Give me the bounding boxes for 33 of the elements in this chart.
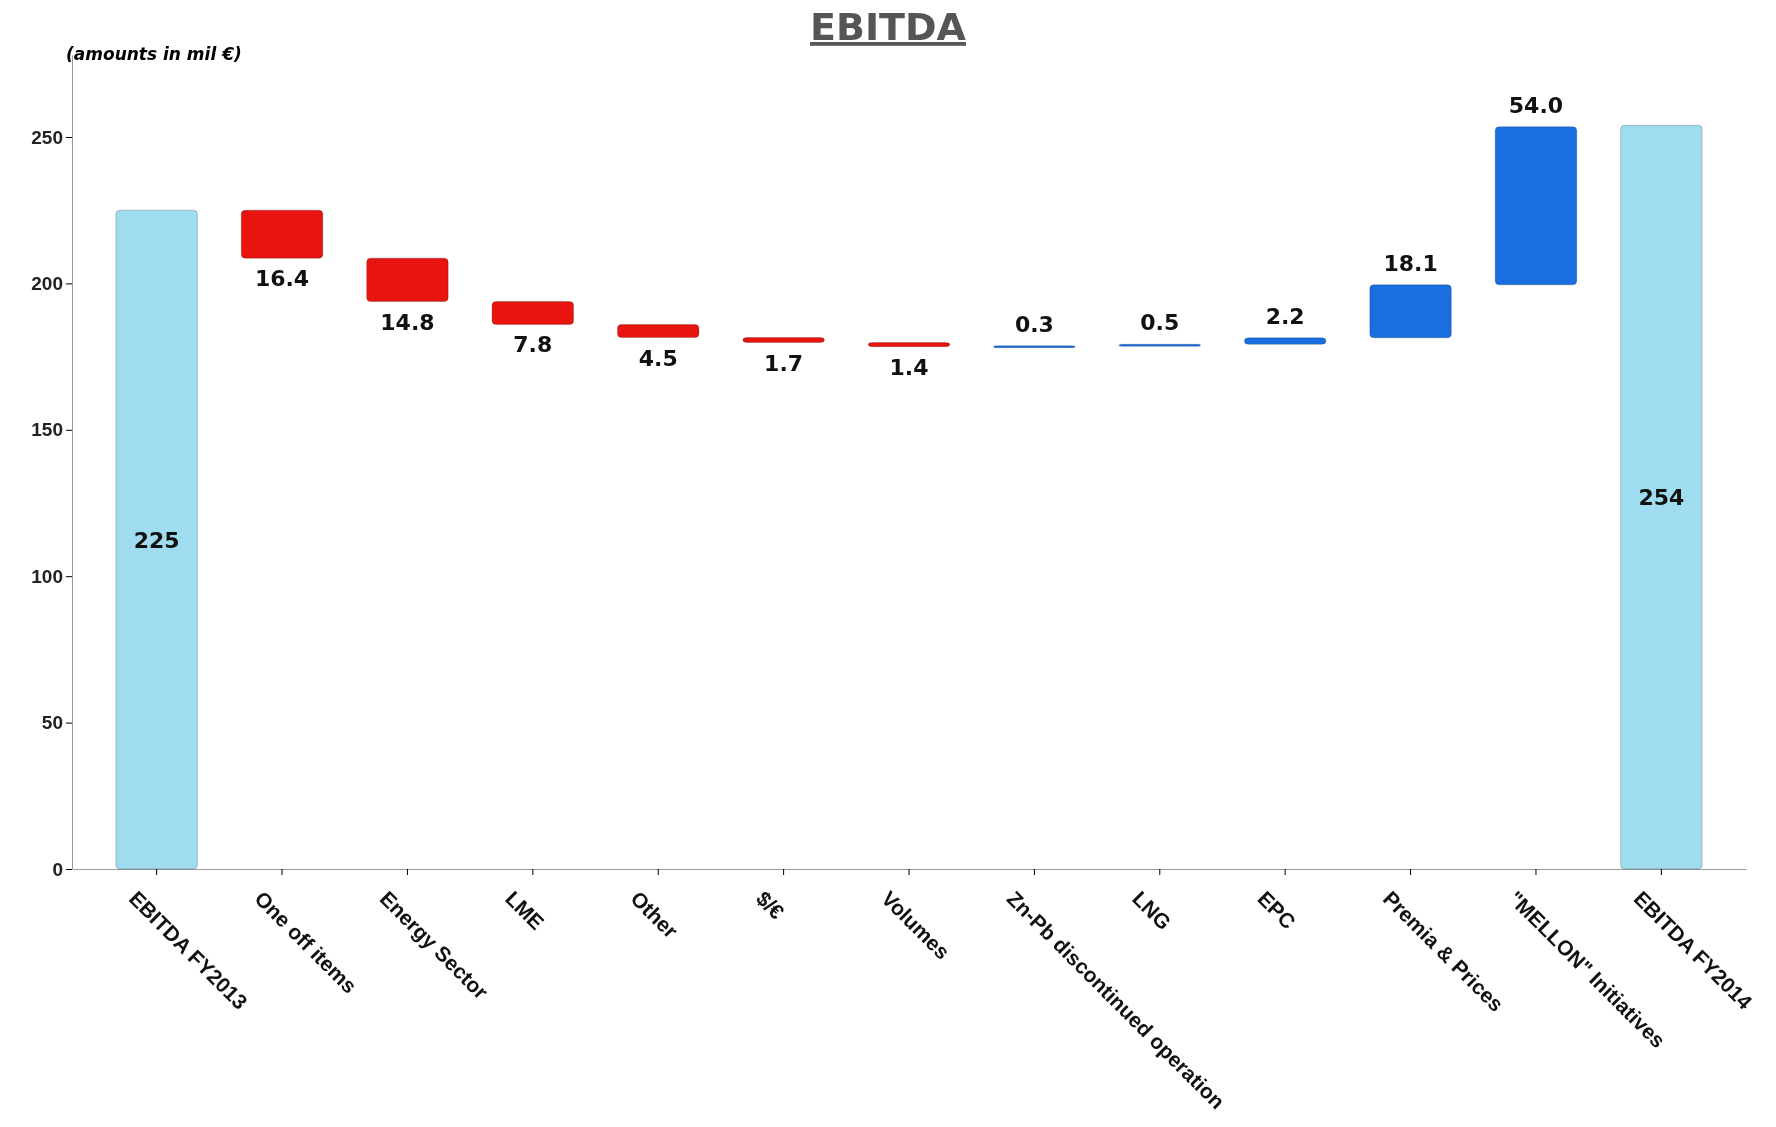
bar [867, 342, 951, 348]
bar [240, 209, 324, 259]
data-label: 254 [1638, 485, 1685, 511]
bar [742, 337, 825, 344]
bar [1118, 343, 1202, 347]
data-label: 14.8 [380, 309, 435, 335]
bar [993, 345, 1076, 349]
y-tick-label: 250 [31, 126, 63, 148]
bar [491, 301, 575, 325]
data-label: 0.3 [1014, 311, 1054, 337]
data-label: 225 [133, 527, 180, 553]
bar [616, 323, 700, 339]
bar [1369, 284, 1452, 339]
data-label: 7.8 [513, 332, 553, 358]
data-label: 2.2 [1265, 303, 1305, 329]
data-label: 18.1 [1383, 250, 1438, 276]
bar [1243, 337, 1327, 345]
data-label: 1.4 [889, 354, 929, 380]
chart-title: EBITDA [810, 5, 967, 49]
data-label: 16.4 [254, 266, 310, 292]
y-tick-label: 150 [31, 419, 63, 441]
bar [366, 257, 449, 303]
data-label: 0.5 [1140, 310, 1180, 336]
data-label: 54.0 [1508, 92, 1564, 118]
y-tick-label: 0 [52, 858, 63, 880]
y-tick-label: 50 [41, 712, 63, 734]
annotation: (amounts in mil €) [66, 44, 242, 64]
bar [1494, 126, 1578, 286]
data-label: 4.5 [638, 345, 678, 371]
data-label: 1.7 [764, 350, 804, 376]
y-tick-label: 100 [31, 565, 63, 587]
x-tick-label: $/€ [751, 886, 789, 924]
y-tick-label: 200 [31, 272, 63, 294]
